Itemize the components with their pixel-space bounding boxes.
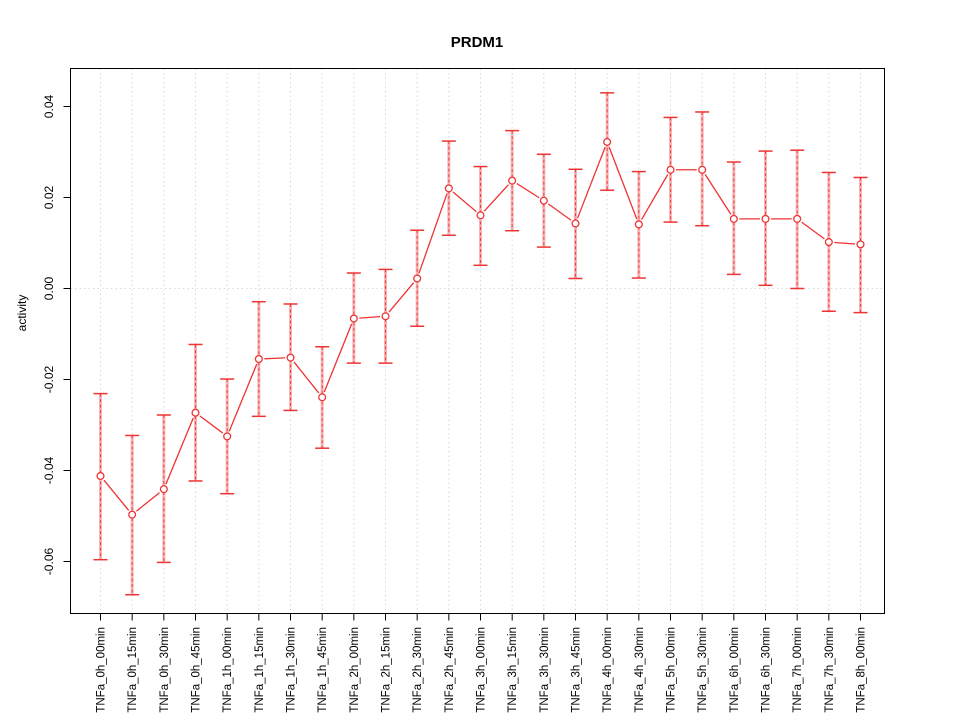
x-tick-label: TNFa_0h_00min bbox=[96, 627, 108, 713]
x-tick-label: TNFa_5h_30min bbox=[697, 627, 709, 713]
data-point bbox=[634, 220, 643, 229]
line-segment bbox=[608, 146, 638, 220]
line-segment bbox=[641, 174, 669, 220]
line-segment bbox=[576, 146, 606, 219]
data-point bbox=[571, 219, 580, 228]
x-tick-label: TNFa_6h_30min bbox=[761, 627, 773, 713]
data-point bbox=[318, 393, 327, 402]
line-segment bbox=[199, 415, 224, 434]
gridlines bbox=[70, 68, 885, 614]
y-tick-label: 0.04 bbox=[42, 94, 56, 118]
data-point bbox=[286, 353, 295, 362]
y-axis-label: activity bbox=[15, 295, 29, 332]
line-segment bbox=[418, 193, 448, 274]
x-tick-label: TNFa_2h_15min bbox=[381, 627, 393, 713]
line-segment bbox=[165, 417, 194, 485]
x-tick-label: TNFa_3h_30min bbox=[539, 627, 551, 713]
data-point bbox=[413, 274, 422, 283]
x-tick-label: TNFa_1h_45min bbox=[317, 627, 329, 713]
data-line bbox=[103, 146, 856, 512]
data-point bbox=[539, 196, 548, 205]
line-segment bbox=[704, 174, 732, 215]
line-segment bbox=[483, 184, 509, 212]
line-segment bbox=[228, 363, 258, 432]
data-point bbox=[381, 312, 390, 321]
data-point bbox=[159, 485, 168, 494]
data-point bbox=[698, 165, 707, 174]
data-point bbox=[191, 408, 200, 417]
line-segment bbox=[264, 357, 286, 360]
x-tick-label: TNFa_3h_15min bbox=[507, 627, 519, 713]
x-tick-label: TNFa_3h_00min bbox=[476, 627, 488, 713]
x-tick-label: TNFa_1h_15min bbox=[254, 627, 266, 713]
x-tick-label: TNFa_1h_30min bbox=[286, 627, 298, 713]
data-point bbox=[793, 214, 802, 223]
data-point bbox=[254, 354, 263, 364]
y-tick-label: -0.06 bbox=[42, 548, 56, 576]
x-tick-label: TNFa_2h_45min bbox=[444, 627, 456, 713]
y-tick-label: 0.02 bbox=[42, 185, 56, 209]
x-tick-label: TNFa_0h_15min bbox=[127, 627, 139, 713]
x-tick-label: TNFa_2h_00min bbox=[349, 627, 361, 713]
plot-frame bbox=[70, 68, 885, 614]
data-point bbox=[666, 165, 675, 174]
x-tick-label: TNFa_0h_45min bbox=[191, 627, 203, 713]
y-tick-label: -0.04 bbox=[42, 457, 56, 485]
line-segment bbox=[801, 221, 825, 240]
line-segment bbox=[136, 492, 160, 512]
x-tick-label: TNFa_4h_30min bbox=[634, 627, 646, 713]
axes: -0.06 -0.04 -0.02 0.00 0.02 0.04 TNFa_0h_00min… bbox=[42, 68, 885, 713]
data-point bbox=[508, 176, 517, 185]
line-segment bbox=[323, 323, 353, 393]
data-point bbox=[128, 510, 137, 519]
data-point bbox=[349, 314, 358, 323]
data-points bbox=[96, 137, 865, 519]
data-point bbox=[476, 211, 485, 220]
x-tick-label: TNFa_6h_00min bbox=[729, 627, 741, 713]
line-segment bbox=[547, 203, 572, 221]
y-tick-label: 0.00 bbox=[42, 276, 56, 300]
chart-title: PRDM1 bbox=[451, 34, 504, 51]
x-tick-label: TNFa_4h_00min bbox=[602, 627, 614, 713]
x-tick-label: TNFa_7h_30min bbox=[824, 627, 836, 713]
data-point bbox=[444, 184, 453, 193]
x-tick-label: TNFa_3h_45min bbox=[571, 627, 583, 713]
data-point bbox=[603, 137, 612, 147]
x-tick-label: TNFa_2h_30min bbox=[412, 627, 424, 713]
x-tick-label: TNFa_8h_00min bbox=[856, 627, 868, 713]
x-tick-label: TNFa_1h_00min bbox=[222, 627, 234, 713]
data-point bbox=[856, 240, 865, 249]
line-segment bbox=[359, 316, 381, 319]
data-point bbox=[729, 214, 738, 223]
y-tick-label: -0.02 bbox=[42, 366, 56, 394]
x-tick-label: TNFa_7h_00min bbox=[792, 627, 804, 713]
data-point bbox=[96, 471, 105, 481]
data-point bbox=[223, 432, 232, 441]
line-segment bbox=[293, 361, 320, 394]
line-segment bbox=[452, 191, 477, 213]
line-segment bbox=[103, 479, 130, 511]
line-segment bbox=[388, 282, 415, 313]
x-tick-label: TNFa_5h_00min bbox=[666, 627, 678, 713]
line-segment bbox=[516, 183, 540, 199]
data-point bbox=[761, 214, 770, 223]
line-segment bbox=[834, 241, 856, 245]
data-point bbox=[824, 238, 833, 247]
x-tick-label: TNFa_0h_30min bbox=[159, 627, 171, 713]
